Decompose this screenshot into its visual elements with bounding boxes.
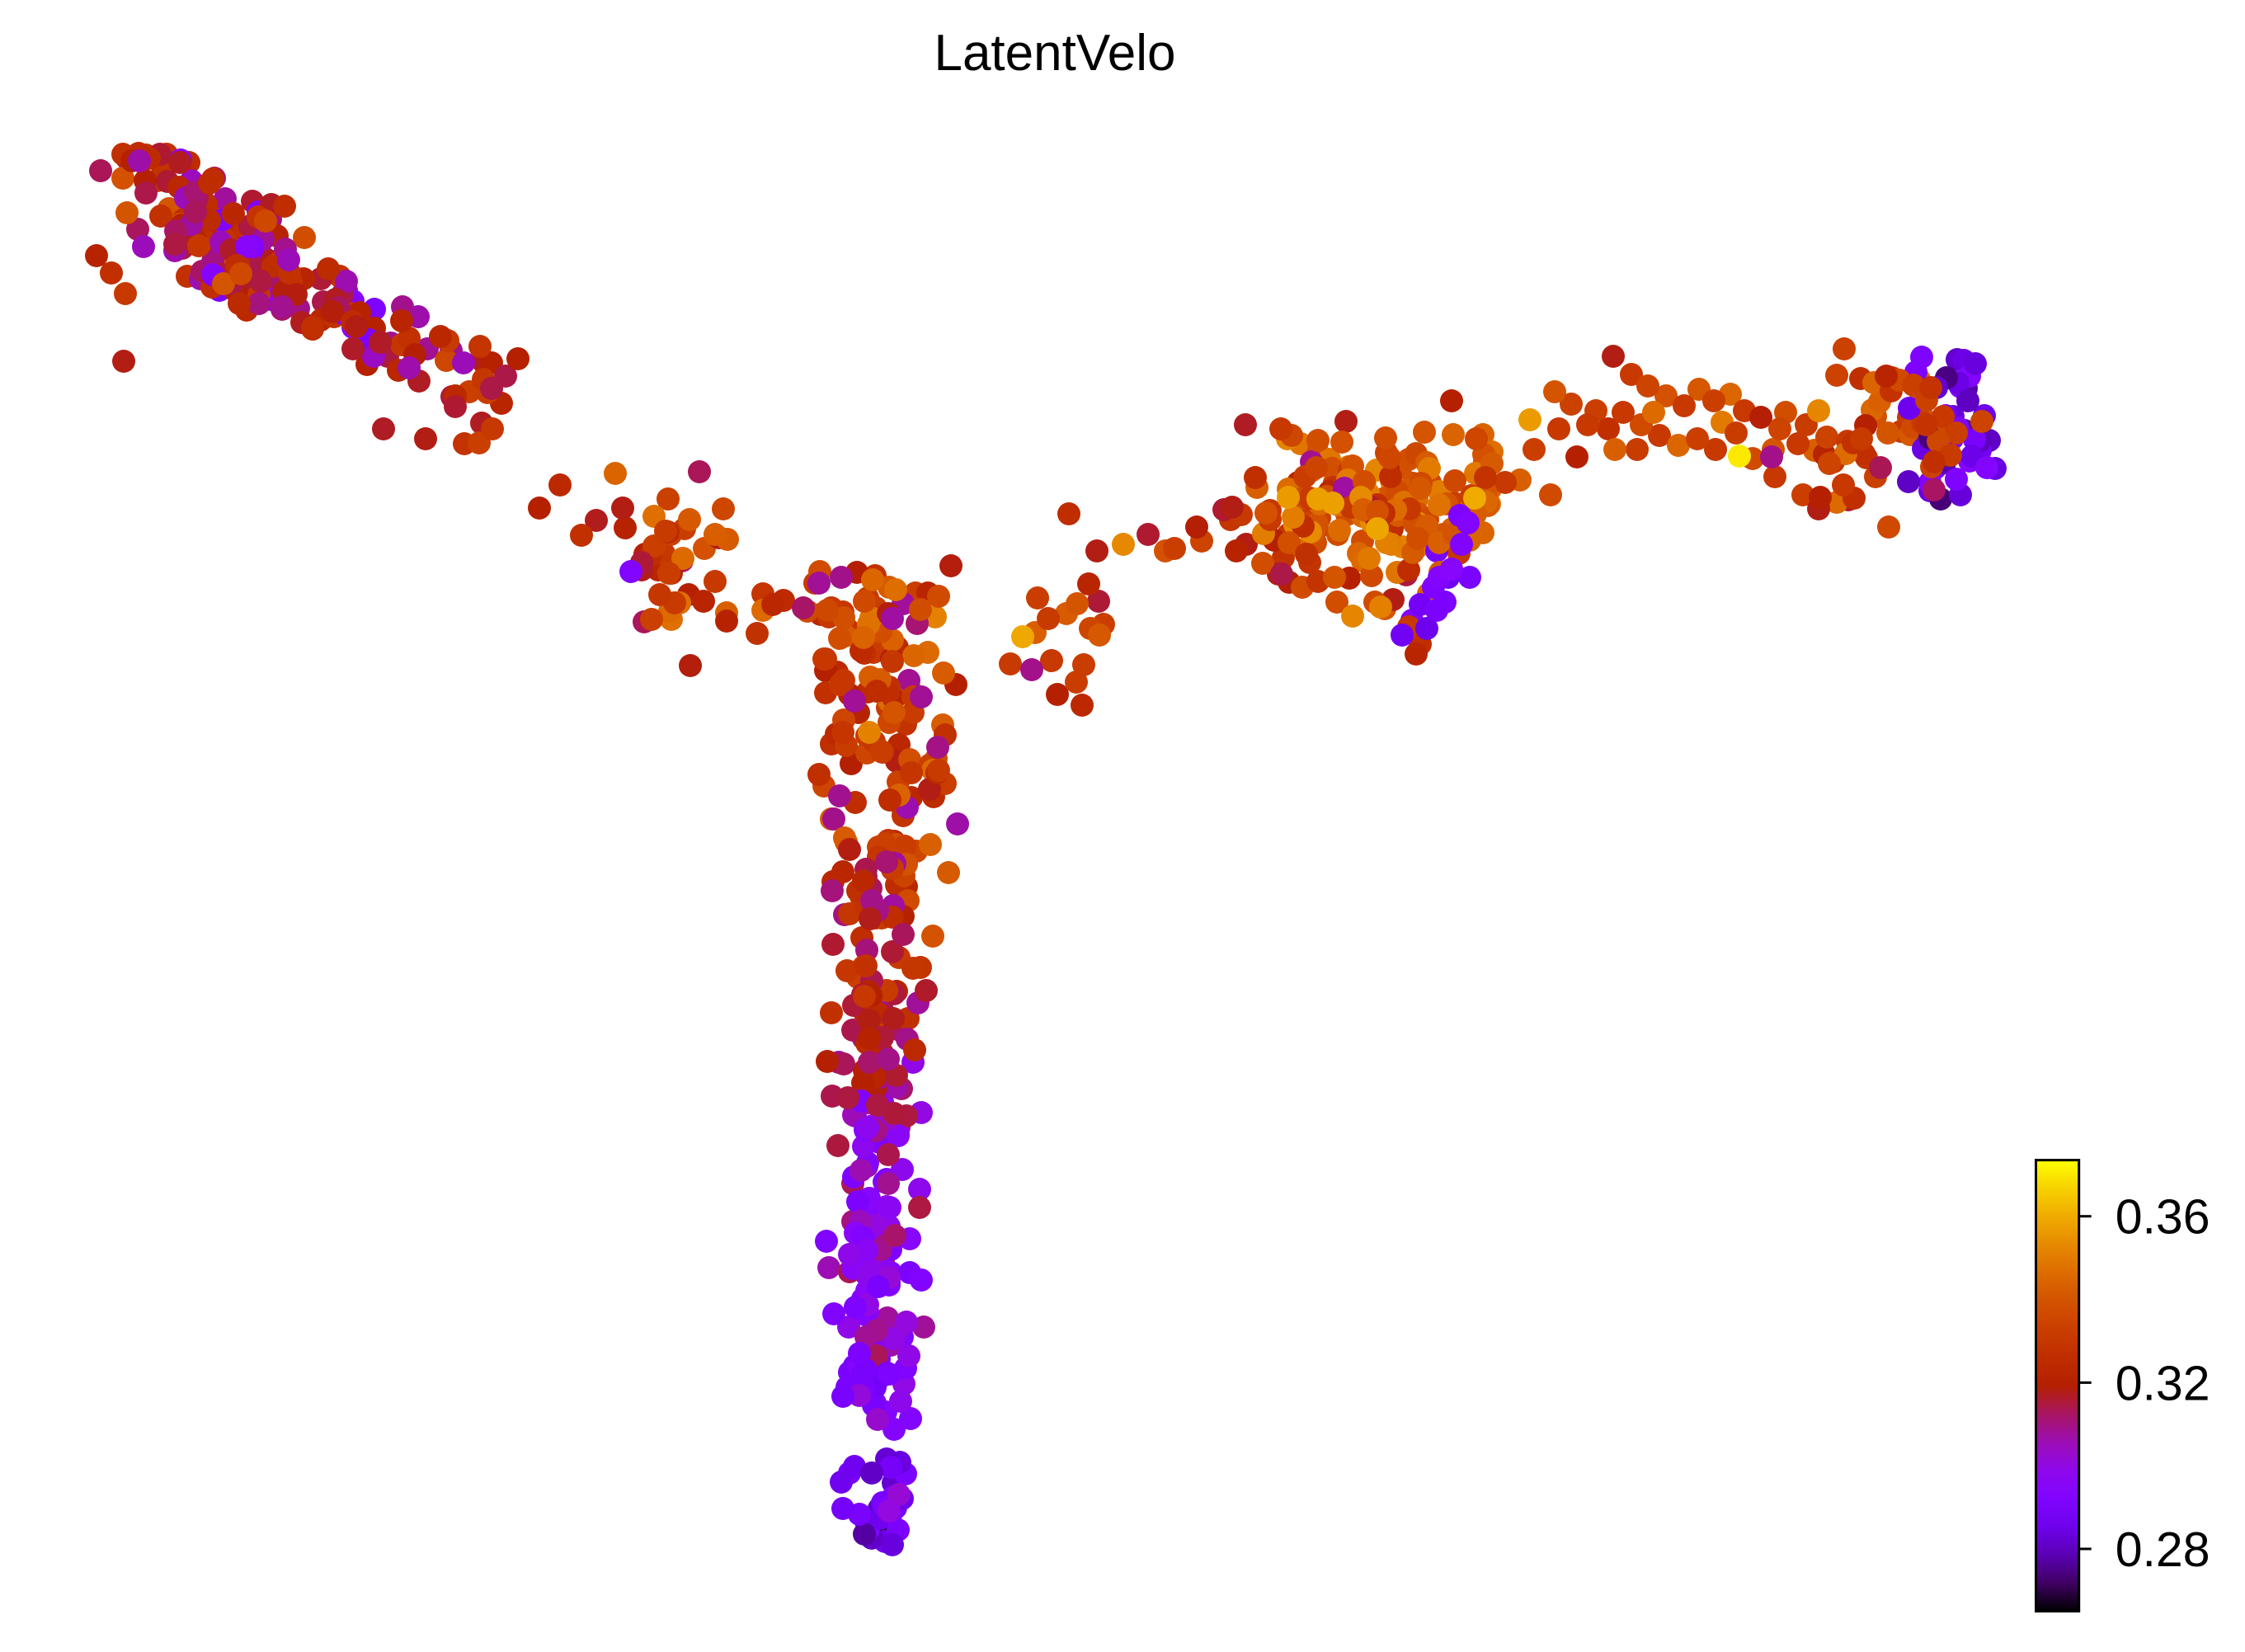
svg-text:0.32: 0.32: [2116, 1356, 2210, 1410]
svg-text:0.28: 0.28: [2116, 1523, 2210, 1577]
svg-text:LatentVelo: LatentVelo: [934, 25, 1175, 82]
svg-text:0.36: 0.36: [2116, 1190, 2210, 1245]
